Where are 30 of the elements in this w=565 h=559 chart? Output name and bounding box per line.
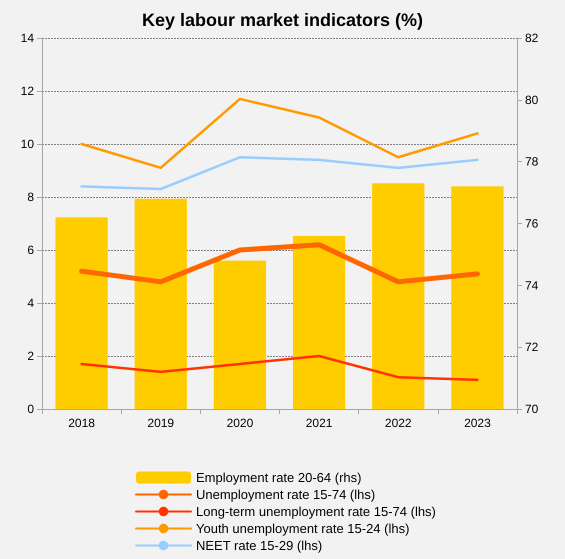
x-tick-label: 2020 (226, 416, 254, 430)
y-tick-label: 2 (27, 349, 34, 363)
y2-tick-label: 80 (525, 92, 539, 107)
line-series (80, 354, 479, 382)
legend-label: Employment rate 20-64 (rhs) (196, 470, 362, 485)
y-tick-label: 6 (27, 243, 34, 257)
y-tick-label: 8 (27, 190, 34, 204)
y-tick-label: 10 (20, 137, 34, 151)
y2-tick-label: 82 (525, 31, 539, 45)
y-tick-label: 4 (27, 296, 34, 310)
y-tick-label: 12 (20, 84, 34, 98)
y2-tick-label: 70 (525, 402, 539, 416)
legend-label: Long-term unemployment rate 15-74 (lhs) (196, 504, 436, 519)
line-series (80, 156, 479, 190)
y-tick-label: 14 (20, 31, 34, 45)
legend-label: NEET rate 15-29 (lhs) (196, 538, 322, 553)
legend-label: Unemployment rate 15-74 (lhs) (196, 487, 376, 502)
x-tick-label: 2022 (384, 416, 412, 430)
y-tick-label: 0 (27, 402, 34, 416)
x-tick-label: 2019 (147, 416, 174, 430)
y2-tick-label: 74 (525, 278, 539, 292)
y2-tick-label: 76 (525, 216, 539, 230)
x-tick-label: 2021 (306, 416, 333, 430)
y2-tick-label: 72 (525, 340, 539, 354)
line-series (80, 98, 479, 170)
legend-label: Youth unemployment rate 15-24 (lhs) (196, 521, 410, 536)
chart-title: Key labour market indicators (%) (142, 10, 424, 30)
y2-tick-label: 78 (525, 154, 539, 169)
x-tick-label: 2023 (464, 416, 492, 430)
x-tick-label: 2018 (68, 416, 96, 430)
